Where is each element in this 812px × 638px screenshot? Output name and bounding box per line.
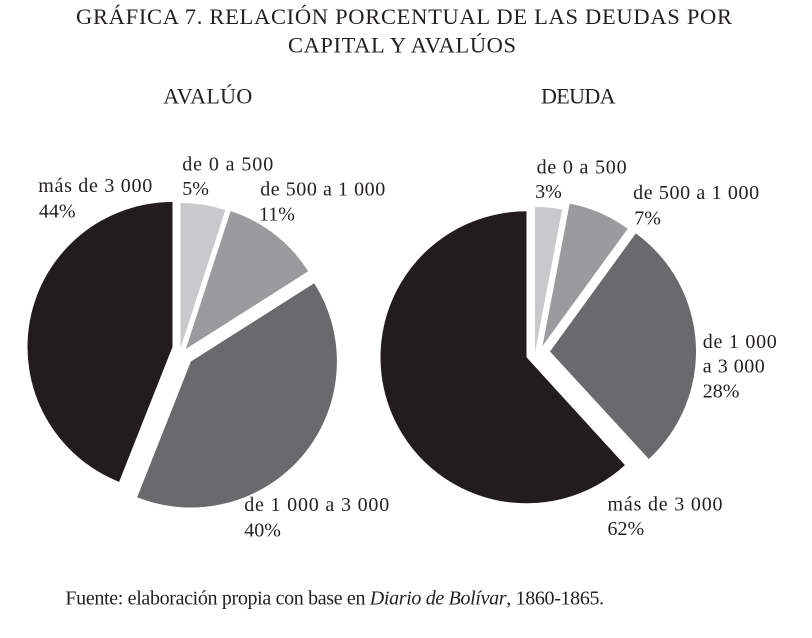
- svg-text:de 1 000 a 3 000: de 1 000 a 3 000: [244, 494, 389, 516]
- svg-text:más de 3 000: más de 3 000: [38, 175, 152, 197]
- svg-text:a 3 000: a 3 000: [703, 356, 765, 378]
- svg-text:AVALÚO: AVALÚO: [163, 84, 252, 109]
- svg-text:Fuente: elaboración propia con: Fuente: elaboración propia con base en D…: [65, 587, 603, 609]
- svg-text:de 500 a 1 000: de 500 a 1 000: [633, 182, 759, 204]
- svg-text:GRÁFICA 7. RELACIÓN PORCENTUAL: GRÁFICA 7. RELACIÓN PORCENTUAL DE LAS DE…: [76, 3, 732, 29]
- svg-text:de 1 000: de 1 000: [703, 331, 777, 353]
- svg-text:5%: 5%: [182, 178, 209, 200]
- svg-text:44%: 44%: [39, 201, 76, 223]
- svg-text:7%: 7%: [634, 208, 661, 230]
- svg-text:28%: 28%: [703, 380, 740, 402]
- svg-text:de 500 a 1 000: de 500 a 1 000: [260, 178, 385, 200]
- svg-text:de 0 a 500: de 0 a 500: [537, 157, 627, 179]
- svg-text:CAPITAL Y AVALÚOS: CAPITAL Y AVALÚOS: [288, 32, 516, 58]
- svg-text:40%: 40%: [244, 520, 281, 542]
- svg-text:62%: 62%: [608, 518, 645, 540]
- svg-text:3%: 3%: [535, 181, 562, 203]
- svg-text:de 0 a 500: de 0 a 500: [182, 154, 273, 176]
- svg-text:11%: 11%: [259, 203, 295, 225]
- svg-text:DEUDA: DEUDA: [541, 84, 616, 109]
- svg-text:más de 3 000: más de 3 000: [608, 493, 723, 515]
